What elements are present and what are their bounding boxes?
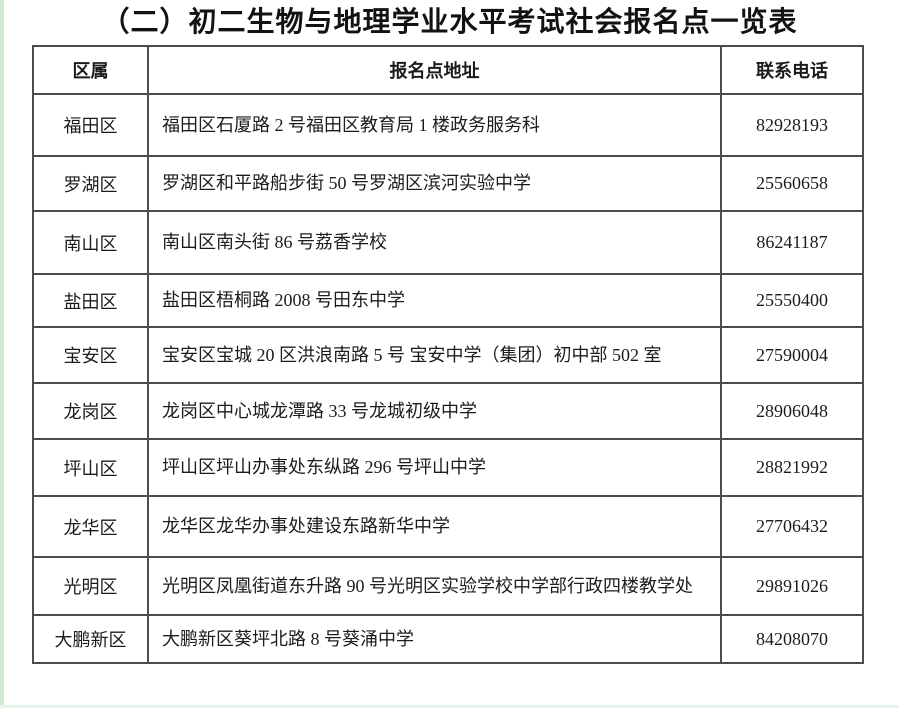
column-header-district: 区属: [32, 45, 149, 95]
district-cell: 南山区: [32, 210, 149, 275]
table-row: 大鹏新区 大鹏新区葵坪北路 8 号葵涌中学 84208070: [32, 614, 864, 664]
table-row: 罗湖区 罗湖区和平路船步街 50 号罗湖区滨河实验中学 25560658: [32, 155, 864, 212]
phone-cell: 25560658: [720, 155, 864, 212]
district-cell: 盐田区: [32, 273, 149, 328]
phone-cell: 28821992: [720, 438, 864, 497]
district-cell: 罗湖区: [32, 155, 149, 212]
phone-cell: 28906048: [720, 382, 864, 440]
page-title: （二）初二生物与地理学业水平考试社会报名点一览表: [101, 7, 798, 38]
table-row: 光明区 光明区凤凰街道东升路 90 号光明区实验学校中学部行政四楼教学处 29891…: [32, 556, 864, 616]
table-row: 南山区 南山区南头街 86 号荔香学校 86241187: [32, 210, 864, 275]
address-cell: 龙岗区中心城龙潭路 33 号龙城初级中学: [147, 382, 722, 440]
address-cell: 罗湖区和平路船步街 50 号罗湖区滨河实验中学: [147, 155, 722, 212]
phone-cell: 25550400: [720, 273, 864, 328]
address-cell: 大鹏新区葵坪北路 8 号葵涌中学: [147, 614, 722, 664]
district-cell: 龙岗区: [32, 382, 149, 440]
address-cell: 宝安区宝城 20 区洪浪南路 5 号 宝安中学（集团）初中部 502 室: [147, 326, 722, 384]
phone-cell: 82928193: [720, 93, 864, 157]
table-row: 龙岗区 龙岗区中心城龙潭路 33 号龙城初级中学 28906048: [32, 382, 864, 440]
address-cell: 光明区凤凰街道东升路 90 号光明区实验学校中学部行政四楼教学处: [147, 556, 722, 616]
table-row: 盐田区 盐田区梧桐路 2008 号田东中学 25550400: [32, 273, 864, 328]
left-edge-strip: [0, 0, 4, 708]
address-cell: 盐田区梧桐路 2008 号田东中学: [147, 273, 722, 328]
district-cell: 宝安区: [32, 326, 149, 384]
bottom-edge-strip: [0, 705, 899, 708]
address-cell: 龙华区龙华办事处建设东路新华中学: [147, 495, 722, 558]
district-cell: 福田区: [32, 93, 149, 157]
phone-cell: 29891026: [720, 556, 864, 616]
table-row: 福田区 福田区石厦路 2 号福田区教育局 1 楼政务服务科 82928193: [32, 93, 864, 157]
phone-cell: 27706432: [720, 495, 864, 558]
table-header: 区属 报名点地址 联系电话: [32, 45, 864, 95]
address-cell: 坪山区坪山办事处东纵路 296 号坪山中学: [147, 438, 722, 497]
column-header-address: 报名点地址: [147, 45, 722, 95]
phone-cell: 86241187: [720, 210, 864, 275]
table-row: 坪山区 坪山区坪山办事处东纵路 296 号坪山中学 28821992: [32, 438, 864, 497]
table-row: 龙华区 龙华区龙华办事处建设东路新华中学 27706432: [32, 495, 864, 558]
table-body: 福田区 福田区石厦路 2 号福田区教育局 1 楼政务服务科 82928193 罗湖区罗…: [32, 93, 864, 664]
address-cell: 南山区南头街 86 号荔香学校: [147, 210, 722, 275]
column-header-phone: 联系电话: [720, 45, 864, 95]
district-cell: 大鹏新区: [32, 614, 149, 664]
district-cell: 龙华区: [32, 495, 149, 558]
header-row: 区属 报名点地址 联系电话: [32, 45, 864, 95]
address-cell: 福田区石厦路 2 号福田区教育局 1 楼政务服务科: [147, 93, 722, 157]
registration-points-table: 区属 报名点地址 联系电话 福田区 福田区石厦路 2 号福田区教育局 1 楼政务服…: [32, 45, 864, 664]
phone-cell: 84208070: [720, 614, 864, 664]
district-cell: 坪山区: [32, 438, 149, 497]
district-cell: 光明区: [32, 556, 149, 616]
phone-cell: 27590004: [720, 326, 864, 384]
